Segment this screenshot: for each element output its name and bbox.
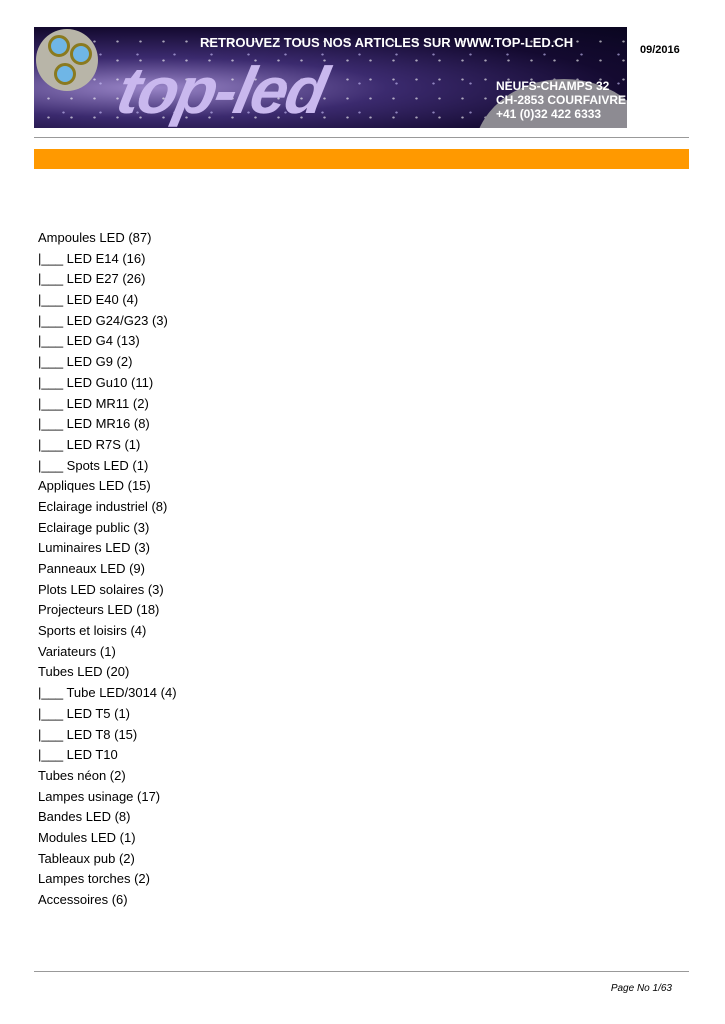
orange-bar: [34, 149, 689, 169]
category-item[interactable]: Lampes torches (2): [38, 871, 150, 887]
category-item[interactable]: Sports et loisirs (4): [38, 623, 147, 639]
category-item[interactable]: Variateurs (1): [38, 643, 116, 659]
category-item[interactable]: |___ LED T8 (15): [38, 726, 138, 742]
category-item[interactable]: |___ LED T5 (1): [38, 705, 131, 721]
category-item[interactable]: |___ LED G24/G23 (3): [38, 312, 168, 328]
category-item[interactable]: |___ LED G9 (2): [38, 354, 133, 370]
banner-address: NEUFS-CHAMPS 32 CH-2853 COURFAIVRE +41 (…: [496, 79, 626, 121]
category-item[interactable]: Appliques LED (15): [38, 478, 151, 494]
phone-line: +41 (0)32 422 6333: [496, 107, 602, 121]
category-item[interactable]: |___ LED T10: [38, 747, 118, 763]
category-item[interactable]: Lampes usinage (17): [38, 788, 161, 804]
top-led-logo: top-led: [111, 53, 333, 127]
category-item[interactable]: Luminaires LED (3): [38, 540, 150, 556]
category-item[interactable]: |___ LED Gu10 (11): [38, 374, 154, 390]
category-item[interactable]: |___ LED E40 (4): [38, 292, 139, 308]
category-item[interactable]: |___ LED R7S (1): [38, 436, 141, 452]
category-item[interactable]: |___ Spots LED (1): [38, 457, 149, 473]
category-item[interactable]: Panneaux LED (9): [38, 561, 145, 576]
top-led-banner[interactable]: top-led RETROUVEZ TOUS NOS ARTICLES SUR …: [34, 27, 627, 128]
category-item[interactable]: Tubes LED (20): [38, 664, 130, 680]
category-item[interactable]: |___ LED MR11 (2): [38, 395, 149, 411]
category-item[interactable]: Projecteurs LED (18): [38, 602, 160, 618]
category-item[interactable]: Plots LED solaires (3): [38, 581, 164, 597]
led-lamp-image: [36, 29, 98, 91]
category-item[interactable]: |___ Tube LED/3014 (4): [38, 685, 177, 701]
page-number: Page No 1/63: [610, 983, 672, 994]
category-list: Ampoules LED (87) |___ LED E14 (16) |___ L…: [38, 228, 177, 911]
category-item[interactable]: Tableaux pub (2): [38, 850, 135, 866]
category-item[interactable]: Modules LED (1): [38, 829, 136, 845]
category-item[interactable]: |___ LED G4 (13): [38, 333, 140, 349]
category-item[interactable]: Ampoules LED (87): [38, 230, 152, 245]
document-date: 09/2016: [640, 44, 680, 56]
banner-headline: RETROUVEZ TOUS NOS ARTICLES SUR WWW.TOP-…: [200, 35, 574, 50]
category-item[interactable]: |___ LED MR16 (8): [38, 416, 150, 432]
header-divider: [34, 137, 689, 138]
address-line: CH-2853 COURFAIVRE: [496, 93, 627, 107]
address-line: NEUFS-CHAMPS 32: [496, 79, 610, 93]
category-item[interactable]: |___ LED E14 (16): [38, 250, 146, 266]
category-item[interactable]: Accessoires (6): [38, 892, 128, 907]
category-item[interactable]: Eclairage industriel (8): [38, 498, 168, 514]
category-item[interactable]: |___ LED E27 (26): [38, 271, 146, 287]
footer-divider: [34, 971, 689, 972]
category-item[interactable]: Eclairage public (3): [38, 519, 150, 535]
category-item[interactable]: Bandes LED (8): [38, 809, 131, 825]
category-item[interactable]: Tubes néon (2): [38, 767, 126, 783]
